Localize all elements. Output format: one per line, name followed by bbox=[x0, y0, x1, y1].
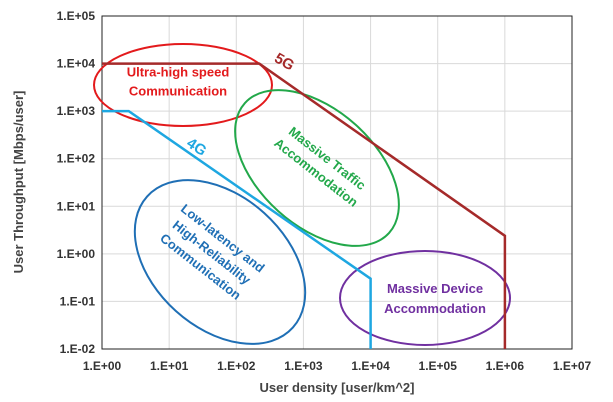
y-axis-title: User Throughput [Mbps/user] bbox=[11, 91, 26, 274]
x-tick-label: 1.E+01 bbox=[150, 359, 189, 373]
annotation-ellipse-traffic bbox=[234, 89, 400, 247]
x-tick-label: 1.E+07 bbox=[553, 359, 592, 373]
series-label-5G: 5G bbox=[271, 50, 297, 75]
x-tick-label: 1.E+06 bbox=[486, 359, 525, 373]
series-line-4G bbox=[102, 109, 372, 349]
x-tick-labels: 1.E+00 1.E+01 1.E+02 1.E+03 1.E+04 1.E+05 1.E+… bbox=[83, 359, 592, 373]
y-tick-label: 1.E-01 bbox=[60, 294, 96, 308]
series-line-5G bbox=[102, 62, 507, 349]
y-tick-label: 1.E+03 bbox=[57, 104, 96, 118]
annotation-ellipse-ultra bbox=[93, 43, 273, 127]
y-tick-label: 1.E-02 bbox=[60, 342, 96, 356]
y-tick-label: 1.E+00 bbox=[57, 247, 96, 261]
annotation-label-ultra: Ultra-high speed bbox=[127, 65, 230, 80]
y-tick-labels: 1.E+05 1.E+04 1.E+03 1.E+02 1.E+01 1.E+00 1.E-… bbox=[57, 9, 96, 356]
annotation-label-device: Massive Device bbox=[387, 281, 483, 296]
x-tick-label: 1.E+05 bbox=[419, 359, 458, 373]
x-tick-label: 1.E+00 bbox=[83, 359, 122, 373]
y-tick-label: 1.E+02 bbox=[57, 152, 96, 166]
y-tick-label: 1.E+04 bbox=[57, 57, 96, 71]
annotation-ellipse-lowlat bbox=[133, 179, 307, 345]
plot-area-border bbox=[101, 15, 573, 350]
y-tick-label: 1.E+01 bbox=[57, 199, 96, 213]
y-tick-label: 1.E+05 bbox=[57, 9, 96, 23]
annotation-label-device: Accommodation bbox=[384, 301, 486, 316]
x-axis-title: User density [user/km^2] bbox=[260, 380, 415, 395]
x-tick-label: 1.E+03 bbox=[284, 359, 323, 373]
annotation-label-ultra: Communication bbox=[129, 84, 227, 99]
x-tick-label: 1.E+04 bbox=[351, 359, 390, 373]
x-tick-label: 1.E+02 bbox=[217, 359, 256, 373]
annotation-ellipse-device bbox=[339, 250, 511, 346]
series-label-4G: 4G bbox=[183, 135, 209, 160]
